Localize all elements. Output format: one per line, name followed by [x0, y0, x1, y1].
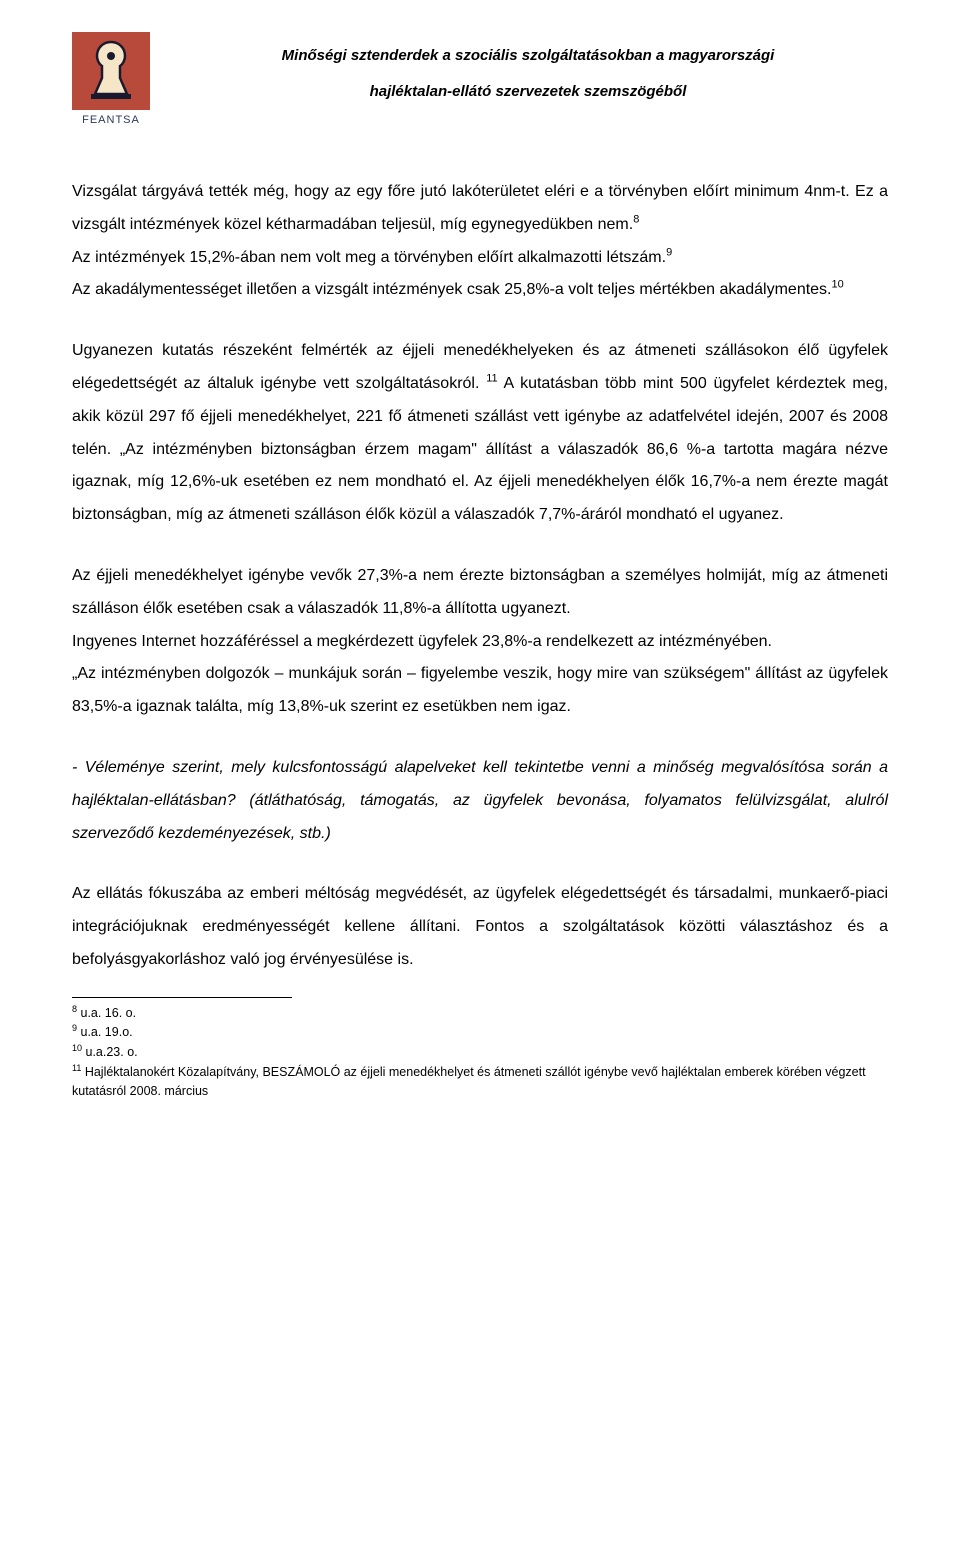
footnote-9: 9 u.a. 19.o. [72, 1023, 888, 1042]
fn11-text: Hajléktalanokért Közalapítvány, BESZÁMOL… [72, 1065, 866, 1098]
footnote-8: 8 u.a. 16. o. [72, 1004, 888, 1023]
fn9-text: u.a. 19.o. [77, 1025, 133, 1039]
header-line-2: hajléktalan-ellátó szervezetek szemszögé… [168, 74, 888, 110]
paragraph-1: Vizsgálat tárgyává tették még, hogy az e… [72, 176, 888, 242]
paragraph-5: „Az intézményben dolgozók – munkájuk sor… [72, 658, 888, 724]
paragraph-1c: Az akadálymentességet illetően a vizsgál… [72, 274, 888, 307]
paragraph-6-question: - Véleménye szerint, mely kulcsfontosság… [72, 752, 888, 850]
footnotes-section: 8 u.a. 16. o. 9 u.a. 19.o. 10 u.a.23. o.… [72, 997, 888, 1101]
logo-caption: FEANTSA [72, 114, 150, 126]
fn10-sup: 10 [72, 1043, 82, 1053]
p1-text-b: Az intézmények 15,2%-ában nem volt meg a… [72, 249, 666, 266]
footnote-10: 10 u.a.23. o. [72, 1043, 888, 1062]
paragraph-2: Ugyanezen kutatás részeként felmérték az… [72, 335, 888, 532]
fn10-text: u.a.23. o. [82, 1045, 138, 1059]
paragraph-3: Az éjjeli menedékhelyet igénybe vevők 27… [72, 560, 888, 626]
superscript-9: 9 [666, 246, 672, 258]
footnote-divider [72, 997, 292, 998]
fn11-sup: 11 [72, 1063, 81, 1073]
document-header: FEANTSA Minőségi sztenderdek a szociális… [72, 32, 888, 126]
header-title: Minőségi sztenderdek a szociális szolgál… [168, 32, 888, 110]
logo-block: FEANTSA [72, 32, 150, 126]
superscript-8: 8 [633, 213, 639, 225]
p1-text-a: Vizsgálat tárgyává tették még, hogy az e… [72, 183, 888, 233]
p1-text-c: Az akadálymentességet illetően a vizsgál… [72, 281, 832, 298]
logo-icon [72, 32, 150, 110]
footnote-11: 11 Hajléktalanokért Közalapítvány, BESZÁ… [72, 1063, 888, 1101]
fn8-text: u.a. 16. o. [77, 1006, 136, 1020]
document-body: Vizsgálat tárgyává tették még, hogy az e… [72, 176, 888, 977]
paragraph-1b: Az intézmények 15,2%-ában nem volt meg a… [72, 242, 888, 275]
paragraph-4: Ingyenes Internet hozzáféréssel a megkér… [72, 626, 888, 659]
p2-text-b: A kutatásban több mint 500 ügyfelet kérd… [72, 375, 888, 523]
paragraph-7: Az ellátás fókuszába az emberi méltóság … [72, 878, 888, 976]
superscript-11: 11 [486, 373, 497, 385]
superscript-10: 10 [832, 279, 844, 291]
header-line-1: Minőségi sztenderdek a szociális szolgál… [168, 38, 888, 74]
